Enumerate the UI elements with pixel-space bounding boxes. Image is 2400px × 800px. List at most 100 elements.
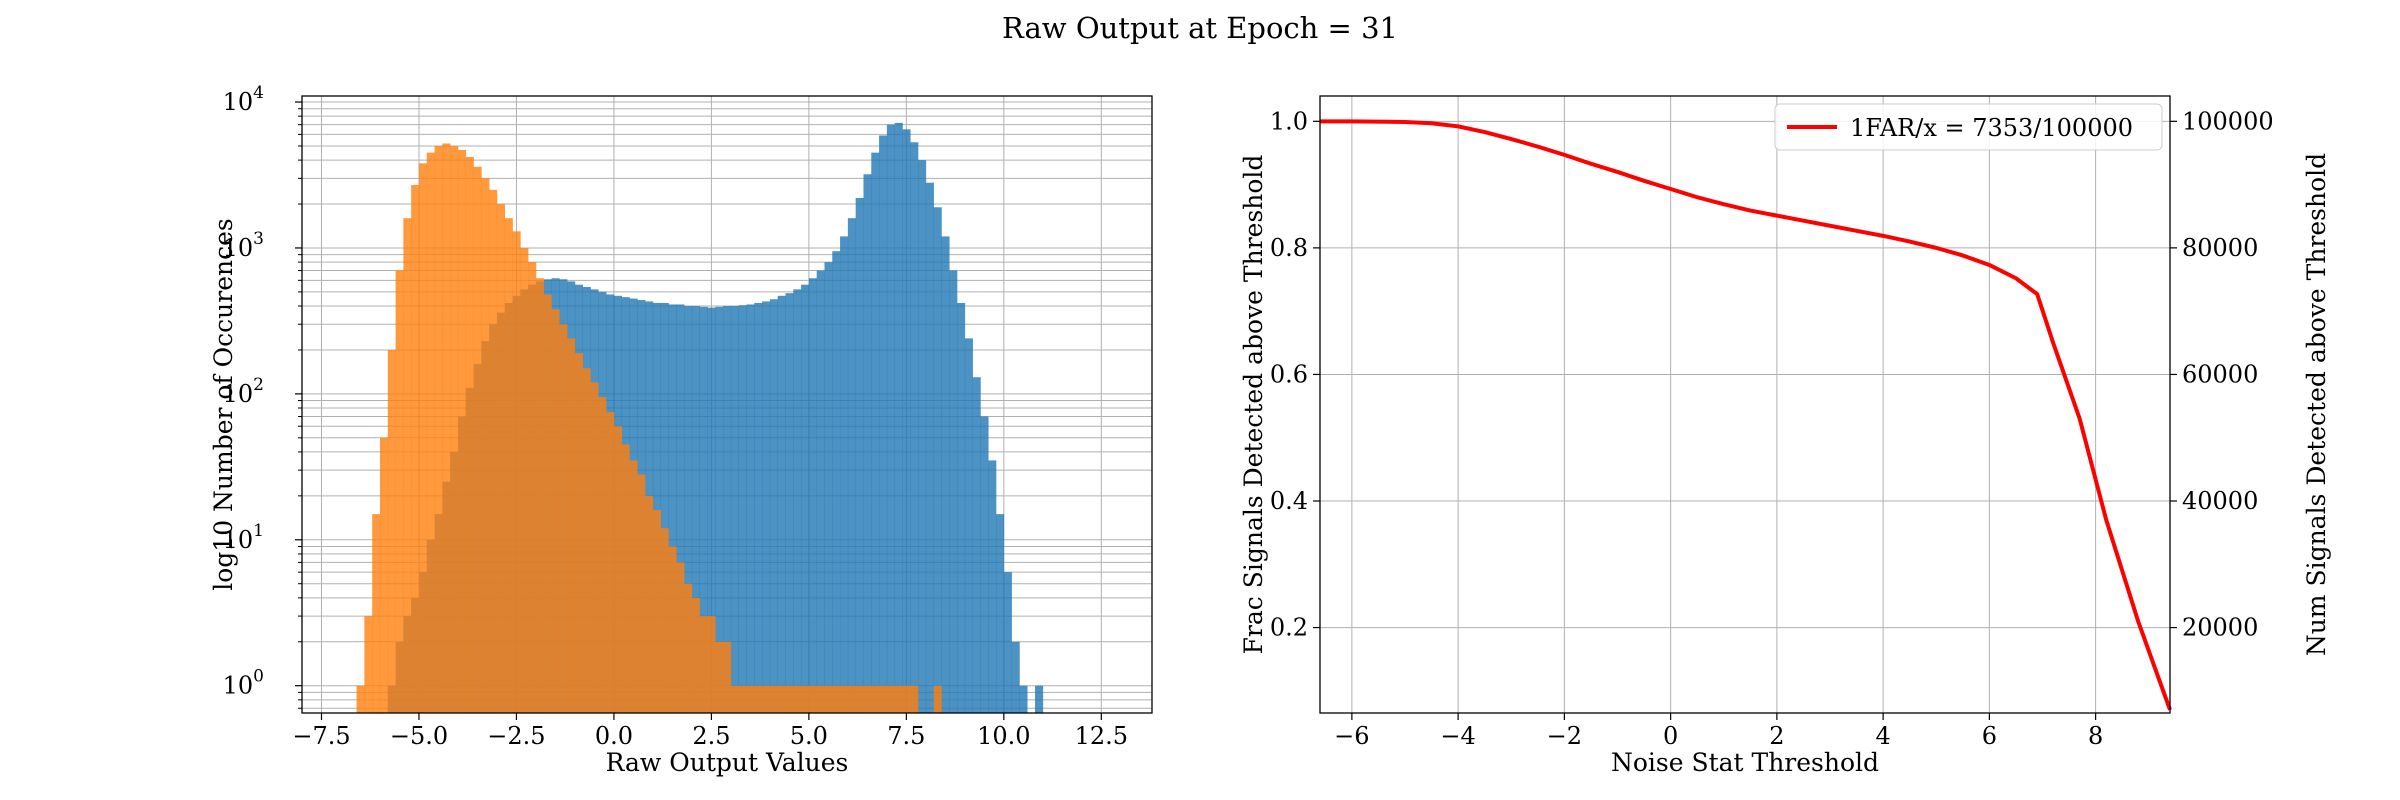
histogram-bar	[645, 495, 654, 713]
histogram-bar	[676, 562, 685, 713]
histogram-bar	[691, 597, 701, 713]
histogram-bar	[762, 685, 771, 713]
hist-ytick-label: 104	[223, 83, 264, 116]
hist-ytick-exp: 0	[253, 667, 264, 687]
hist-series-1	[356, 143, 942, 714]
line-ytick: 1.0	[1270, 107, 1320, 135]
line-ytick-label: 0.4	[1270, 487, 1308, 515]
histogram-bar	[816, 270, 825, 713]
histogram-bar	[1019, 685, 1028, 713]
histogram-bar	[567, 338, 576, 713]
line-ytick-right-label: 40000	[2182, 487, 2258, 515]
line-xtick-label: −4	[1440, 722, 1475, 750]
line-xtick-label: −2	[1547, 722, 1582, 750]
histogram-bar	[450, 145, 459, 713]
line-ytick-label: 0.6	[1270, 360, 1308, 388]
histogram-bar	[551, 309, 560, 713]
histogram-bar	[746, 304, 755, 713]
histogram-bar	[660, 528, 669, 713]
hist-ytick-base: 10	[223, 234, 254, 262]
histogram-bar	[754, 302, 763, 713]
line-ytick-right: 100000	[2170, 107, 2274, 135]
legend-label: 1FAR/x = 7353/100000	[1850, 114, 2133, 142]
histogram-bar	[652, 510, 662, 713]
line-xtick: 2	[1769, 713, 1785, 750]
line-xtick-label: 4	[1875, 722, 1890, 750]
histogram-bar	[411, 185, 420, 713]
hist-xtick: 0.0	[595, 713, 633, 750]
line-xtick-label: 0	[1663, 722, 1678, 750]
histogram-bar	[894, 122, 903, 714]
histogram-bar	[395, 270, 404, 713]
histogram-bar	[855, 685, 864, 713]
hist-xtick-label: 2.5	[692, 722, 730, 750]
histogram-bar	[777, 685, 786, 713]
histogram-bar	[372, 514, 381, 713]
line-ytick-right: 80000	[2170, 234, 2258, 262]
histogram-bar	[964, 338, 973, 713]
histogram-bar	[816, 685, 825, 713]
hist-xtick: 12.5	[1075, 713, 1128, 750]
hist-xtick-label: −2.5	[487, 722, 545, 750]
histogram-bar	[613, 426, 623, 713]
line-plot-frame	[1319, 95, 2171, 714]
histogram-bar	[777, 295, 786, 713]
histogram-bar	[621, 444, 630, 713]
histogram-bar	[847, 685, 856, 713]
histogram-bar	[637, 474, 646, 713]
histogram-bar	[863, 174, 872, 713]
histogram-bar	[481, 178, 490, 713]
histogram-bar	[762, 301, 771, 713]
histogram-bar	[738, 305, 747, 713]
hist-ytick-label: 102	[223, 375, 264, 408]
histogram-bar	[886, 685, 895, 713]
line-ytick: 0.6	[1270, 360, 1320, 388]
hist-ytick: 103	[223, 229, 302, 262]
line-grid	[1320, 96, 2170, 713]
hist-xtick: −7.5	[292, 713, 351, 750]
histogram-bar	[925, 182, 934, 713]
line-xlabel: Noise Stat Threshold	[1611, 748, 1879, 777]
histogram-bar	[832, 251, 841, 714]
line-ytick: 0.2	[1270, 614, 1320, 642]
histogram-bar	[574, 353, 584, 713]
hist-xtick: 7.5	[887, 713, 925, 750]
hist-xtick: −5.0	[390, 713, 448, 750]
histogram-bar	[528, 262, 537, 713]
histogram-bar	[504, 218, 513, 713]
hist-xtick: 10.0	[977, 713, 1031, 750]
detection-curve-line-0	[1320, 119, 2172, 711]
hist-xtick-label: 0.0	[595, 722, 633, 750]
histogram-bar	[949, 270, 958, 713]
histogram-bar	[387, 349, 396, 713]
histogram-bar	[465, 157, 474, 713]
histogram-bar	[723, 641, 732, 713]
histogram-chart: −7.5 −5.0 −2.5 0.0 2.5 5.0 7.5 10.0 12.510010110…	[209, 83, 1153, 777]
histogram-bar	[801, 284, 810, 713]
histogram-bar	[590, 382, 599, 713]
histogram-bar	[684, 306, 693, 713]
histogram-bar	[879, 135, 888, 714]
histogram-bar	[824, 262, 833, 713]
histogram-bar	[715, 641, 724, 713]
hist-ytick-label: 100	[223, 667, 264, 700]
histogram-bar	[840, 685, 849, 713]
line-xtick: −2	[1547, 713, 1582, 750]
line-xtick-label: 2	[1769, 722, 1784, 750]
line-xtick: −4	[1440, 713, 1476, 750]
line-ytick: 0.8	[1270, 234, 1320, 262]
line-ytick-right-label: 20000	[2182, 614, 2258, 642]
hist-ytick: 101	[223, 521, 302, 554]
line-ytick-label: 1.0	[1270, 107, 1308, 135]
hist-ytick-base: 10	[223, 88, 254, 116]
line-ytick-right: 40000	[2170, 487, 2258, 515]
hist-xtick: 2.5	[692, 713, 730, 750]
histogram-bar	[808, 278, 817, 713]
histogram-bar	[699, 306, 708, 713]
histogram-bar	[754, 685, 763, 713]
histogram-bar	[457, 149, 467, 714]
histogram-bar	[793, 685, 802, 713]
histogram-bar	[364, 616, 373, 713]
line-ytick-right-label: 100000	[2182, 107, 2274, 135]
hist-ytick-exp: 4	[253, 83, 264, 103]
